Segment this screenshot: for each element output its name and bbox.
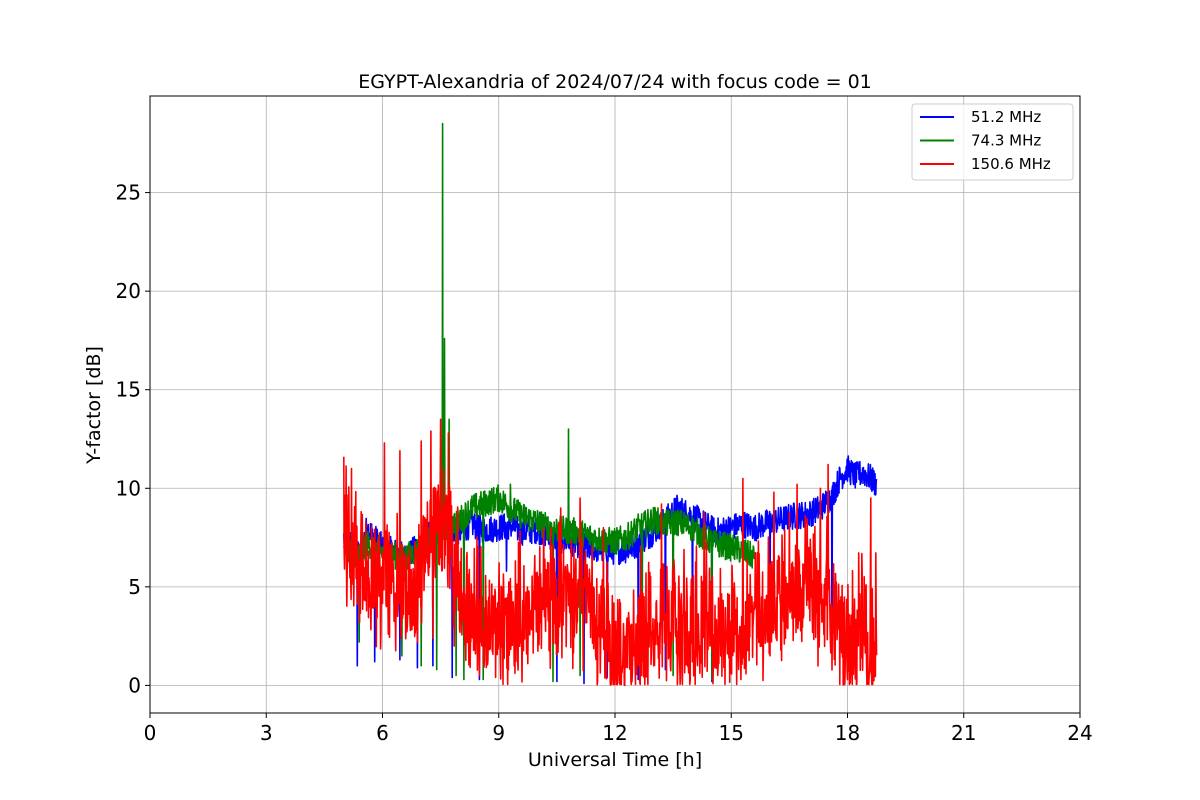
plot-series xyxy=(343,122,878,687)
x-tick-label: 21 xyxy=(951,721,976,745)
legend-label-51-2-mhz: 51.2 MHz xyxy=(971,108,1041,126)
x-axis-ticks: 0 3 6 9 12 15 18 21 24 xyxy=(144,713,1093,745)
chart-title: EGYPT-Alexandria of 2024/07/24 with focu… xyxy=(358,71,872,93)
legend-box xyxy=(911,103,1074,181)
x-tick-label: 0 xyxy=(144,721,157,745)
x-tick-label: 24 xyxy=(1067,721,1092,745)
x-tick-label: 6 xyxy=(376,721,389,745)
y-axis-ticks: 0 5 10 15 20 25 xyxy=(116,181,150,697)
x-tick-label: 18 xyxy=(835,721,860,745)
y-tick-label: 5 xyxy=(128,575,141,599)
legend-label-150-6-mhz: 150.6 MHz xyxy=(971,155,1051,173)
legend-label-74-3-mhz: 74.3 MHz xyxy=(971,132,1041,150)
y-tick-label: 15 xyxy=(116,378,141,402)
legend: 51.2 MHz 74.3 MHz 150.6 MHz xyxy=(911,103,1074,181)
x-tick-label: 3 xyxy=(260,721,273,745)
x-tick-label: 12 xyxy=(602,721,627,745)
y-tick-label: 0 xyxy=(128,673,141,697)
series-line-74-3-mhz xyxy=(343,122,756,683)
y-tick-label: 25 xyxy=(116,181,141,205)
y-tick-label: 20 xyxy=(116,279,141,303)
x-tick-label: 9 xyxy=(492,721,505,745)
x-axis-label: Universal Time [h] xyxy=(528,749,702,771)
series-line-150-6-mhz xyxy=(343,418,878,687)
y-tick-label: 10 xyxy=(116,476,141,500)
y-axis-label: Y-factor [dB] xyxy=(83,346,105,465)
x-tick-label: 15 xyxy=(719,721,744,745)
